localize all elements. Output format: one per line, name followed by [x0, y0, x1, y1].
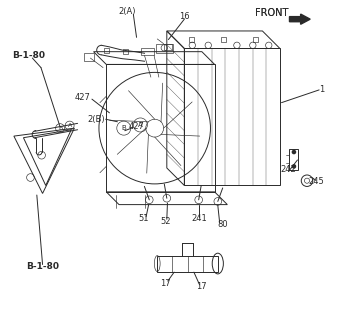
Polygon shape	[289, 14, 310, 24]
Text: 427: 427	[74, 93, 90, 102]
Bar	[104, 48, 109, 53]
Text: 2(B): 2(B)	[87, 115, 105, 124]
Text: A: A	[68, 123, 72, 128]
Bar	[84, 53, 94, 61]
Bar	[164, 44, 172, 50]
Bar	[156, 44, 173, 53]
Text: 241: 241	[192, 214, 207, 223]
Bar	[141, 49, 154, 55]
Text: 17: 17	[197, 282, 207, 291]
Text: FRONT: FRONT	[255, 8, 289, 18]
Bar	[106, 64, 215, 192]
Text: 242: 242	[280, 165, 296, 174]
Text: 2(A): 2(A)	[118, 7, 136, 16]
Text: B-1-80: B-1-80	[12, 51, 45, 60]
Text: 16: 16	[179, 12, 190, 21]
Circle shape	[292, 150, 295, 154]
Text: 51: 51	[139, 214, 149, 223]
Bar	[123, 49, 128, 54]
Text: 245: 245	[309, 177, 324, 186]
Bar	[157, 256, 218, 271]
Text: 17: 17	[160, 279, 171, 288]
Text: A: A	[138, 122, 143, 128]
Text: FRONT: FRONT	[255, 8, 289, 19]
Text: B: B	[58, 126, 62, 131]
Text: 80: 80	[217, 220, 227, 229]
Bar	[184, 49, 280, 186]
Bar	[253, 37, 258, 42]
Text: 52: 52	[160, 217, 171, 226]
Circle shape	[292, 165, 295, 168]
Text: B-1-80: B-1-80	[26, 262, 59, 271]
Bar	[221, 37, 226, 42]
Text: B: B	[121, 125, 126, 131]
Text: 427: 427	[129, 122, 144, 131]
Bar	[189, 37, 194, 42]
Bar	[289, 149, 299, 170]
Text: 1: 1	[319, 85, 324, 94]
